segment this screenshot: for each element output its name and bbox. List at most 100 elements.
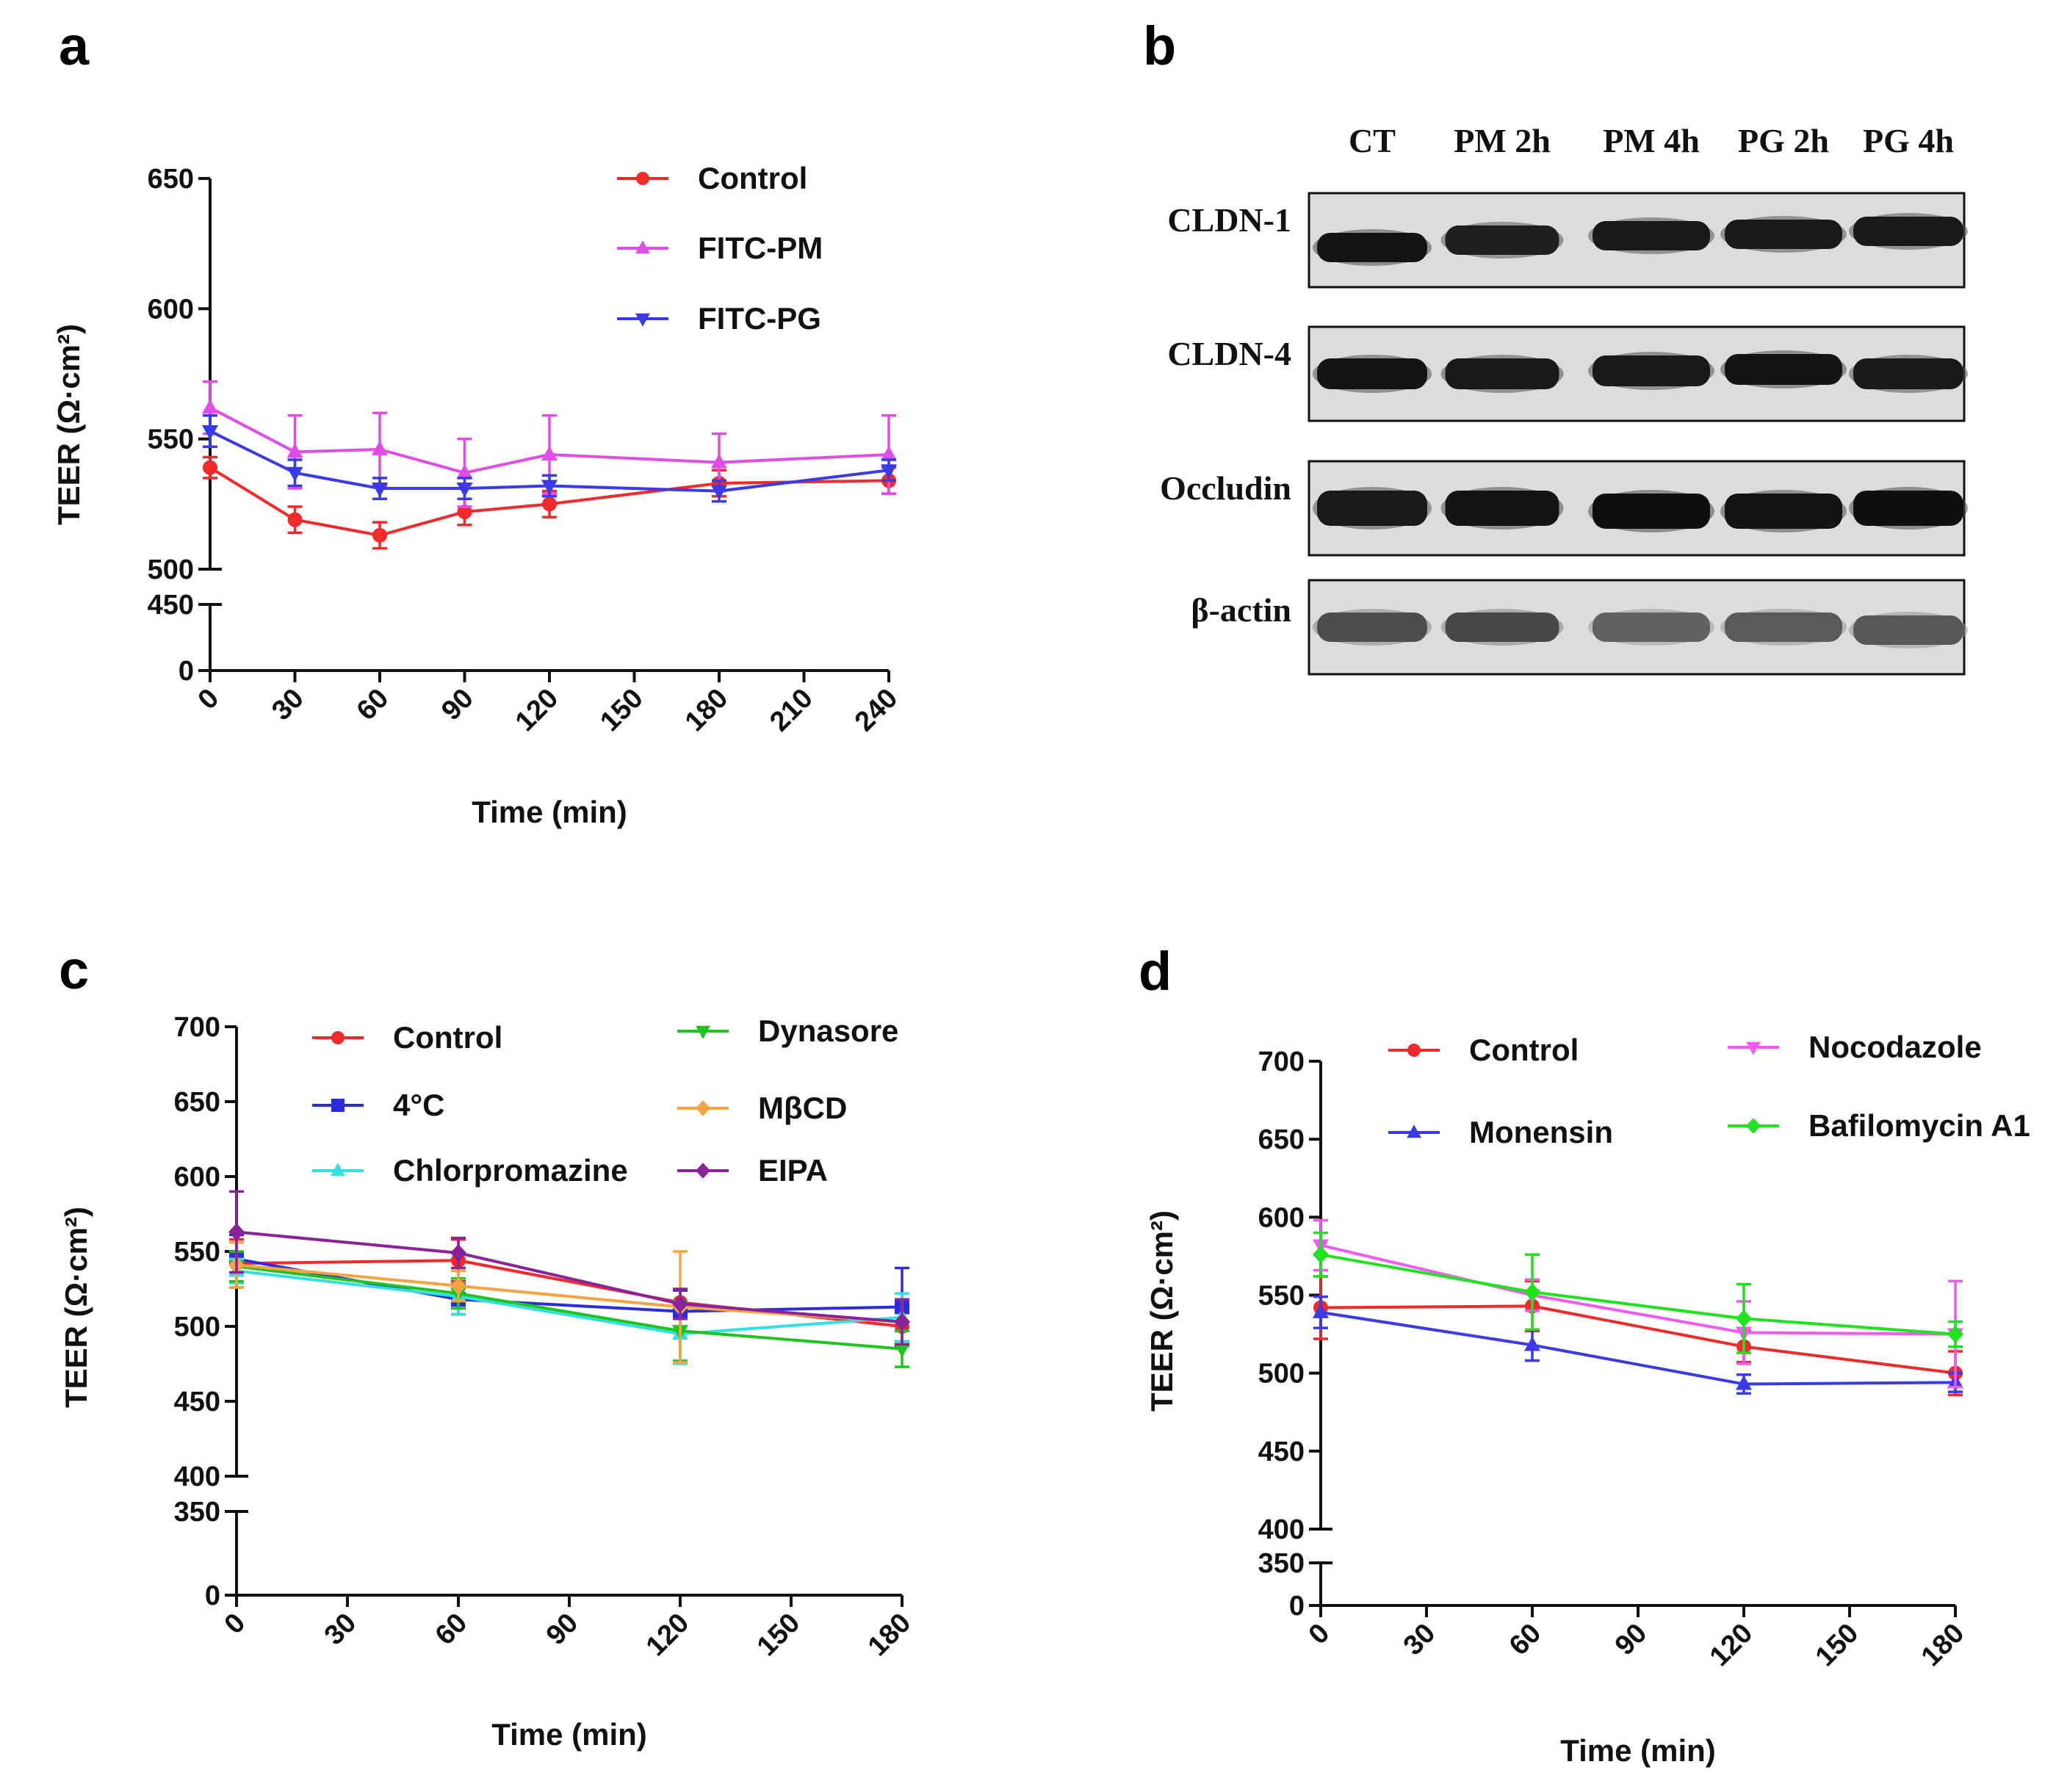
y-tick-label: 650 bbox=[148, 164, 194, 195]
x-tick-label: 120 bbox=[641, 1608, 696, 1663]
x-tick-label: 90 bbox=[436, 683, 480, 727]
x-tick-label: 0 bbox=[1303, 1618, 1336, 1651]
legend-marker bbox=[636, 172, 649, 185]
data-point bbox=[881, 464, 897, 480]
y-axis-label: TEER (Ω·cm²) bbox=[51, 324, 86, 525]
protein-band bbox=[1853, 217, 1963, 246]
data-point bbox=[894, 1312, 910, 1331]
legend-marker bbox=[696, 1025, 710, 1039]
lane-label: PG 4h bbox=[1863, 122, 1954, 159]
x-tick-label: 240 bbox=[849, 683, 904, 738]
data-point bbox=[711, 485, 727, 500]
x-tick-label: 180 bbox=[862, 1608, 917, 1663]
lane-label: PM 4h bbox=[1603, 122, 1700, 159]
panel-c-letter: c bbox=[59, 939, 89, 1000]
protein-band bbox=[1725, 354, 1842, 385]
y-tick-label: 600 bbox=[174, 1162, 220, 1193]
western-blot-panel: CT PM 2h PM 4h PG 2h PG 4h CLDN-1 CLDN-4 Occlud… bbox=[1160, 122, 1968, 676]
y-tick-label: 400 bbox=[1258, 1514, 1305, 1545]
protein-label: CLDN-4 bbox=[1167, 335, 1291, 372]
protein-band bbox=[1317, 491, 1427, 526]
y-tick-label: 350 bbox=[1258, 1548, 1305, 1579]
y-tick-label: 650 bbox=[1258, 1124, 1305, 1155]
x-axis-label: Time (min) bbox=[491, 1717, 647, 1752]
legend-marker bbox=[635, 240, 650, 254]
data-point bbox=[881, 445, 897, 460]
data-point bbox=[1736, 1309, 1752, 1328]
protein-band bbox=[1317, 358, 1427, 389]
chart-panel-c: 400 450 500 550 600 650 700 0 350 0 30 60 90 120 150 18… bbox=[59, 1012, 917, 1752]
legend-label: Control bbox=[1469, 1033, 1579, 1067]
series-control: Control bbox=[203, 161, 896, 550]
protein-band bbox=[1445, 613, 1559, 642]
y-tick-label: 650 bbox=[174, 1087, 220, 1118]
series-monensin: Monensin bbox=[1313, 1115, 1963, 1395]
x-tick-label: 30 bbox=[266, 683, 310, 727]
legend-marker bbox=[331, 1031, 345, 1044]
series-line bbox=[236, 1269, 903, 1336]
y-tick-label: 450 bbox=[174, 1387, 220, 1417]
x-tick-label: 90 bbox=[541, 1608, 585, 1652]
x-tick-label: 180 bbox=[679, 683, 735, 738]
y-tick-label: 0 bbox=[1289, 1591, 1305, 1622]
x-tick-label: 120 bbox=[510, 683, 565, 738]
series-line bbox=[1320, 1304, 1956, 1375]
data-point bbox=[456, 483, 473, 498]
x-tick-label: 150 bbox=[751, 1608, 807, 1663]
legend-label: FITC-PG bbox=[698, 301, 821, 336]
x-axis-label: Time (min) bbox=[1560, 1733, 1716, 1768]
data-point bbox=[202, 399, 218, 414]
y-tick-label: 450 bbox=[1258, 1437, 1305, 1467]
y-tick-label: 0 bbox=[178, 656, 194, 687]
legend-label: Bafilomycin A1 bbox=[1808, 1108, 2030, 1143]
lane-label: CT bbox=[1349, 122, 1396, 159]
y-tick-label: 400 bbox=[174, 1462, 220, 1492]
y-tick-label: 500 bbox=[148, 554, 194, 585]
data-point bbox=[287, 512, 303, 527]
y-tick-label: 550 bbox=[148, 424, 194, 455]
series-eipa: EIPA bbox=[228, 1153, 910, 1346]
series-fitc-pm: FITC-PM bbox=[202, 231, 897, 508]
y-tick-label: 450 bbox=[148, 590, 194, 621]
legend-marker bbox=[696, 1163, 710, 1179]
x-tick-label: 0 bbox=[219, 1608, 252, 1641]
x-tick-label: 180 bbox=[1916, 1618, 1971, 1673]
legend-label: Monensin bbox=[1469, 1115, 1613, 1149]
legend-label: Nocodazole bbox=[1808, 1030, 1982, 1064]
data-point bbox=[372, 527, 387, 543]
y-tick-label: 500 bbox=[174, 1312, 220, 1343]
protein-band bbox=[1317, 613, 1427, 642]
legend-marker bbox=[1746, 1118, 1761, 1134]
legend-marker bbox=[1407, 1044, 1421, 1057]
series-line bbox=[236, 1263, 903, 1323]
x-tick-label: 30 bbox=[319, 1608, 363, 1652]
legend-marker bbox=[331, 1099, 345, 1112]
blot-row-cldn-4: CLDN-4 bbox=[1167, 325, 1968, 422]
y-tick-label: 350 bbox=[174, 1497, 220, 1528]
protein-band bbox=[1445, 358, 1559, 389]
panel-d-letter: d bbox=[1139, 941, 1172, 1002]
protein-band bbox=[1593, 494, 1710, 529]
legend-label: 4°C bbox=[393, 1088, 445, 1122]
y-tick-label: 0 bbox=[205, 1580, 220, 1611]
data-point bbox=[1524, 1283, 1540, 1301]
protein-band bbox=[1445, 491, 1559, 526]
legend-label: FITC-PM bbox=[698, 231, 823, 265]
protein-band bbox=[1853, 358, 1963, 389]
y-tick-label: 550 bbox=[174, 1237, 220, 1268]
series-line bbox=[1320, 1253, 1956, 1336]
data-point bbox=[202, 425, 218, 441]
y-tick-label: 700 bbox=[1258, 1047, 1305, 1077]
x-tick-label: 150 bbox=[594, 683, 649, 738]
blot-row-occludin: Occludin bbox=[1160, 460, 1968, 557]
legend-marker bbox=[1407, 1124, 1421, 1138]
data-point bbox=[286, 466, 303, 482]
protein-band bbox=[1317, 233, 1427, 262]
protein-label: Occludin bbox=[1160, 469, 1291, 507]
y-axis-label: TEER (Ω·cm²) bbox=[59, 1207, 93, 1408]
series-line bbox=[236, 1230, 903, 1323]
series-chlorpromazine: Chlorpromazine bbox=[228, 1153, 910, 1365]
data-point bbox=[1524, 1336, 1540, 1351]
legend-label: Chlorpromazine bbox=[393, 1153, 628, 1188]
